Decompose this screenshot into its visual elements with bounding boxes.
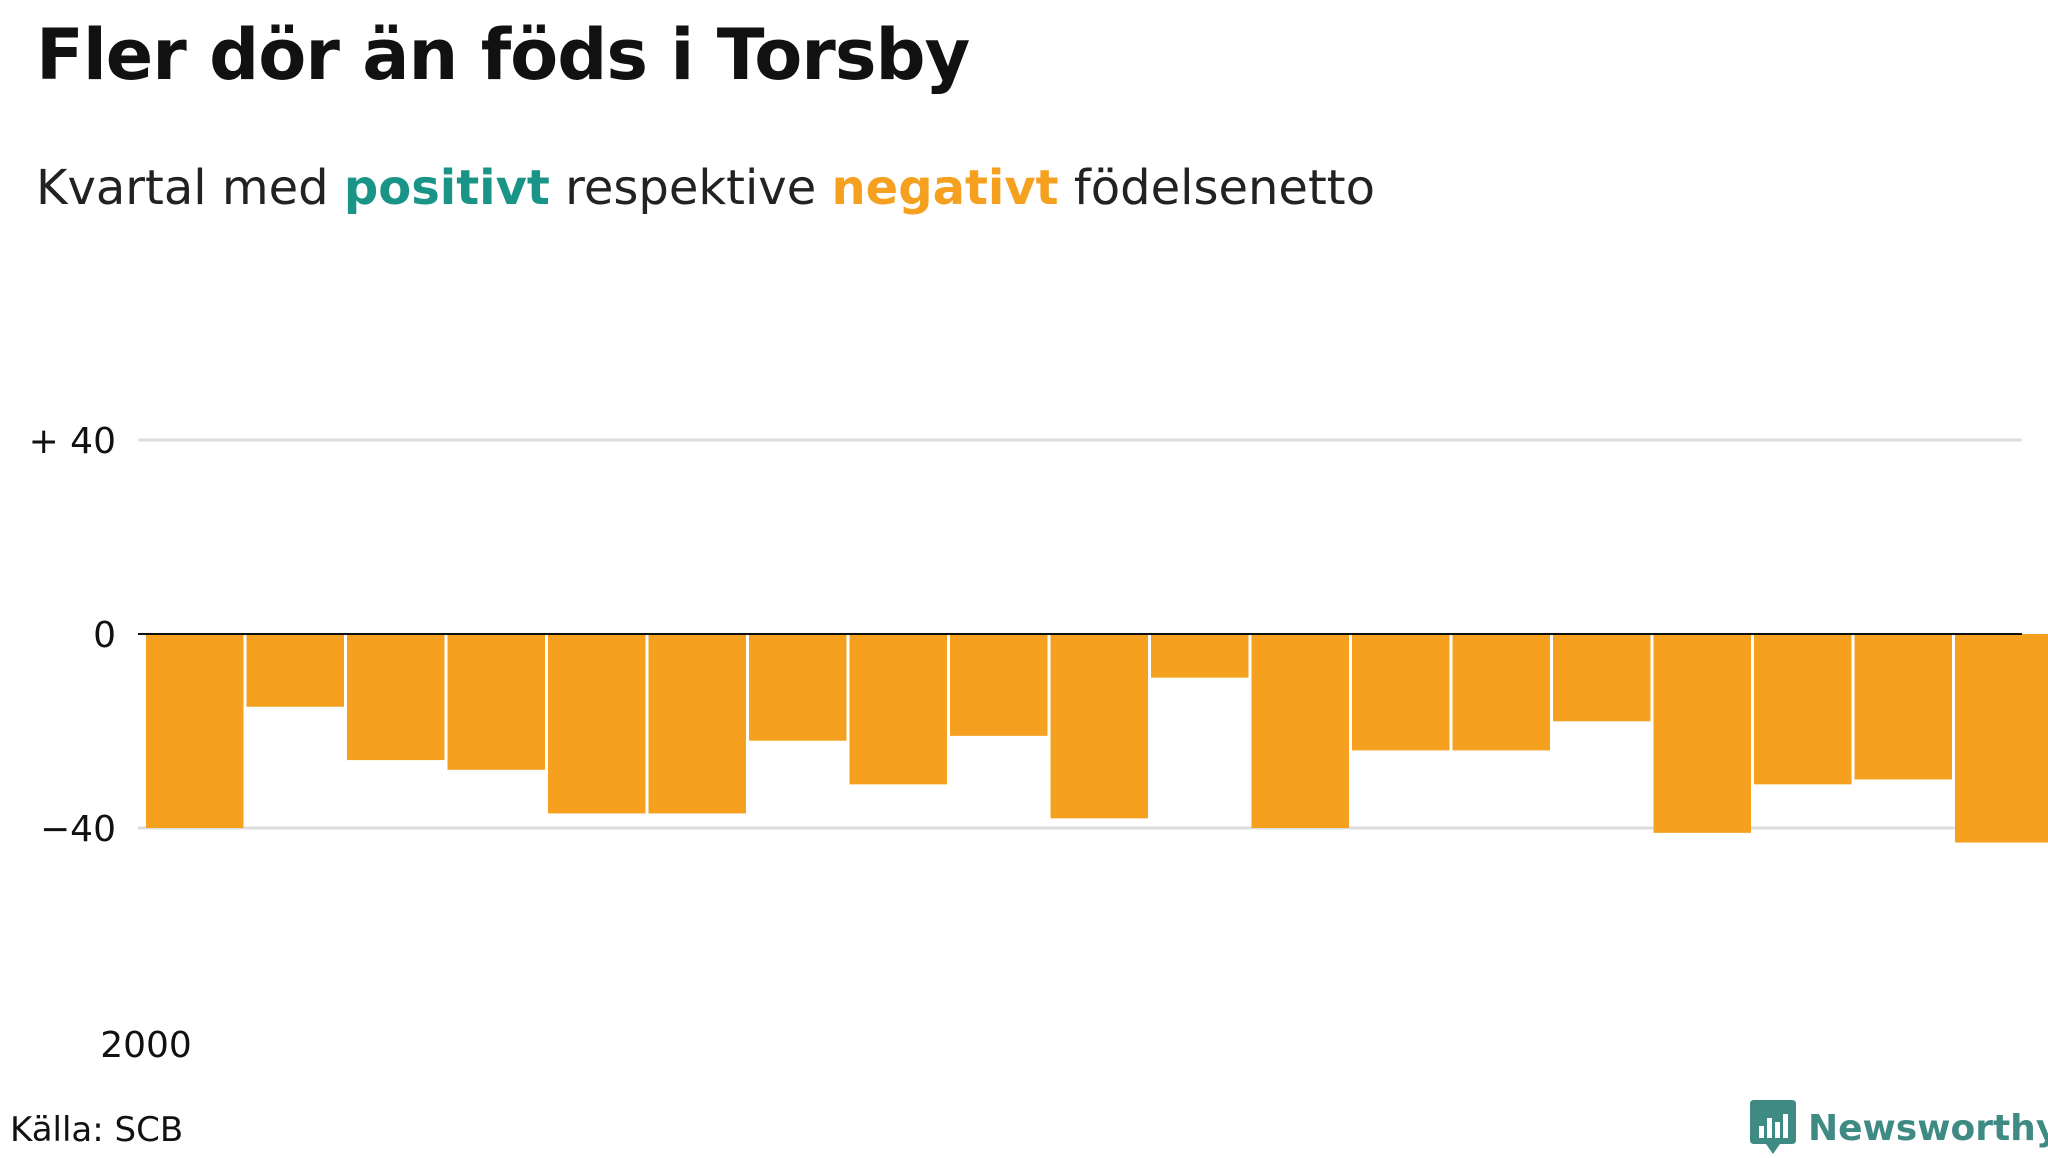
x-tick-label: 2000: [100, 1025, 192, 1066]
bar: [1754, 634, 1852, 785]
subtitle-middle: respektive: [549, 160, 832, 216]
bar: [1151, 634, 1249, 678]
subtitle-negative-word: negativt: [831, 160, 1059, 216]
chart-title: Fler dör än föds i Torsby: [36, 14, 970, 96]
x-axis-labels: 20002005201020152020: [100, 1025, 192, 1066]
bar: [548, 634, 646, 814]
newsworthy-logo-icon: [1750, 1100, 1796, 1154]
chart-subtitle: Kvartal med positivt respektive negativt…: [36, 160, 1375, 216]
y-tick-label: + 40: [29, 421, 116, 462]
subtitle-positive-word: positivt: [343, 160, 550, 216]
bar: [1251, 634, 1349, 828]
brand-name: Newsworthy: [1808, 1107, 2048, 1149]
y-axis-labels: + 40 0 −40: [29, 421, 116, 850]
bar: [950, 634, 1048, 736]
bar: [1352, 634, 1450, 751]
subtitle-suffix: födelsenetto: [1058, 160, 1375, 216]
y-tick-label: −40: [40, 809, 116, 850]
bar: [146, 634, 244, 828]
bar: [1955, 634, 2048, 843]
bar: [648, 634, 746, 814]
bar: [1653, 634, 1751, 833]
bars: [146, 634, 2048, 843]
bar-chart: + 40 0 −40 20002005201020152020: [29, 421, 2048, 1066]
bar: [1854, 634, 1952, 780]
bar: [347, 634, 445, 761]
bar: [246, 634, 344, 707]
bar: [1050, 634, 1148, 819]
newsworthy-logo: Newsworthy: [1750, 1098, 2048, 1158]
source-note: Källa: SCB: [10, 1110, 184, 1150]
bar: [1553, 634, 1651, 722]
y-tick-label: 0: [93, 615, 116, 656]
subtitle-prefix: Kvartal med: [36, 160, 344, 216]
bar: [1452, 634, 1550, 751]
bar: [749, 634, 847, 741]
bar: [447, 634, 545, 770]
bar: [849, 634, 947, 785]
